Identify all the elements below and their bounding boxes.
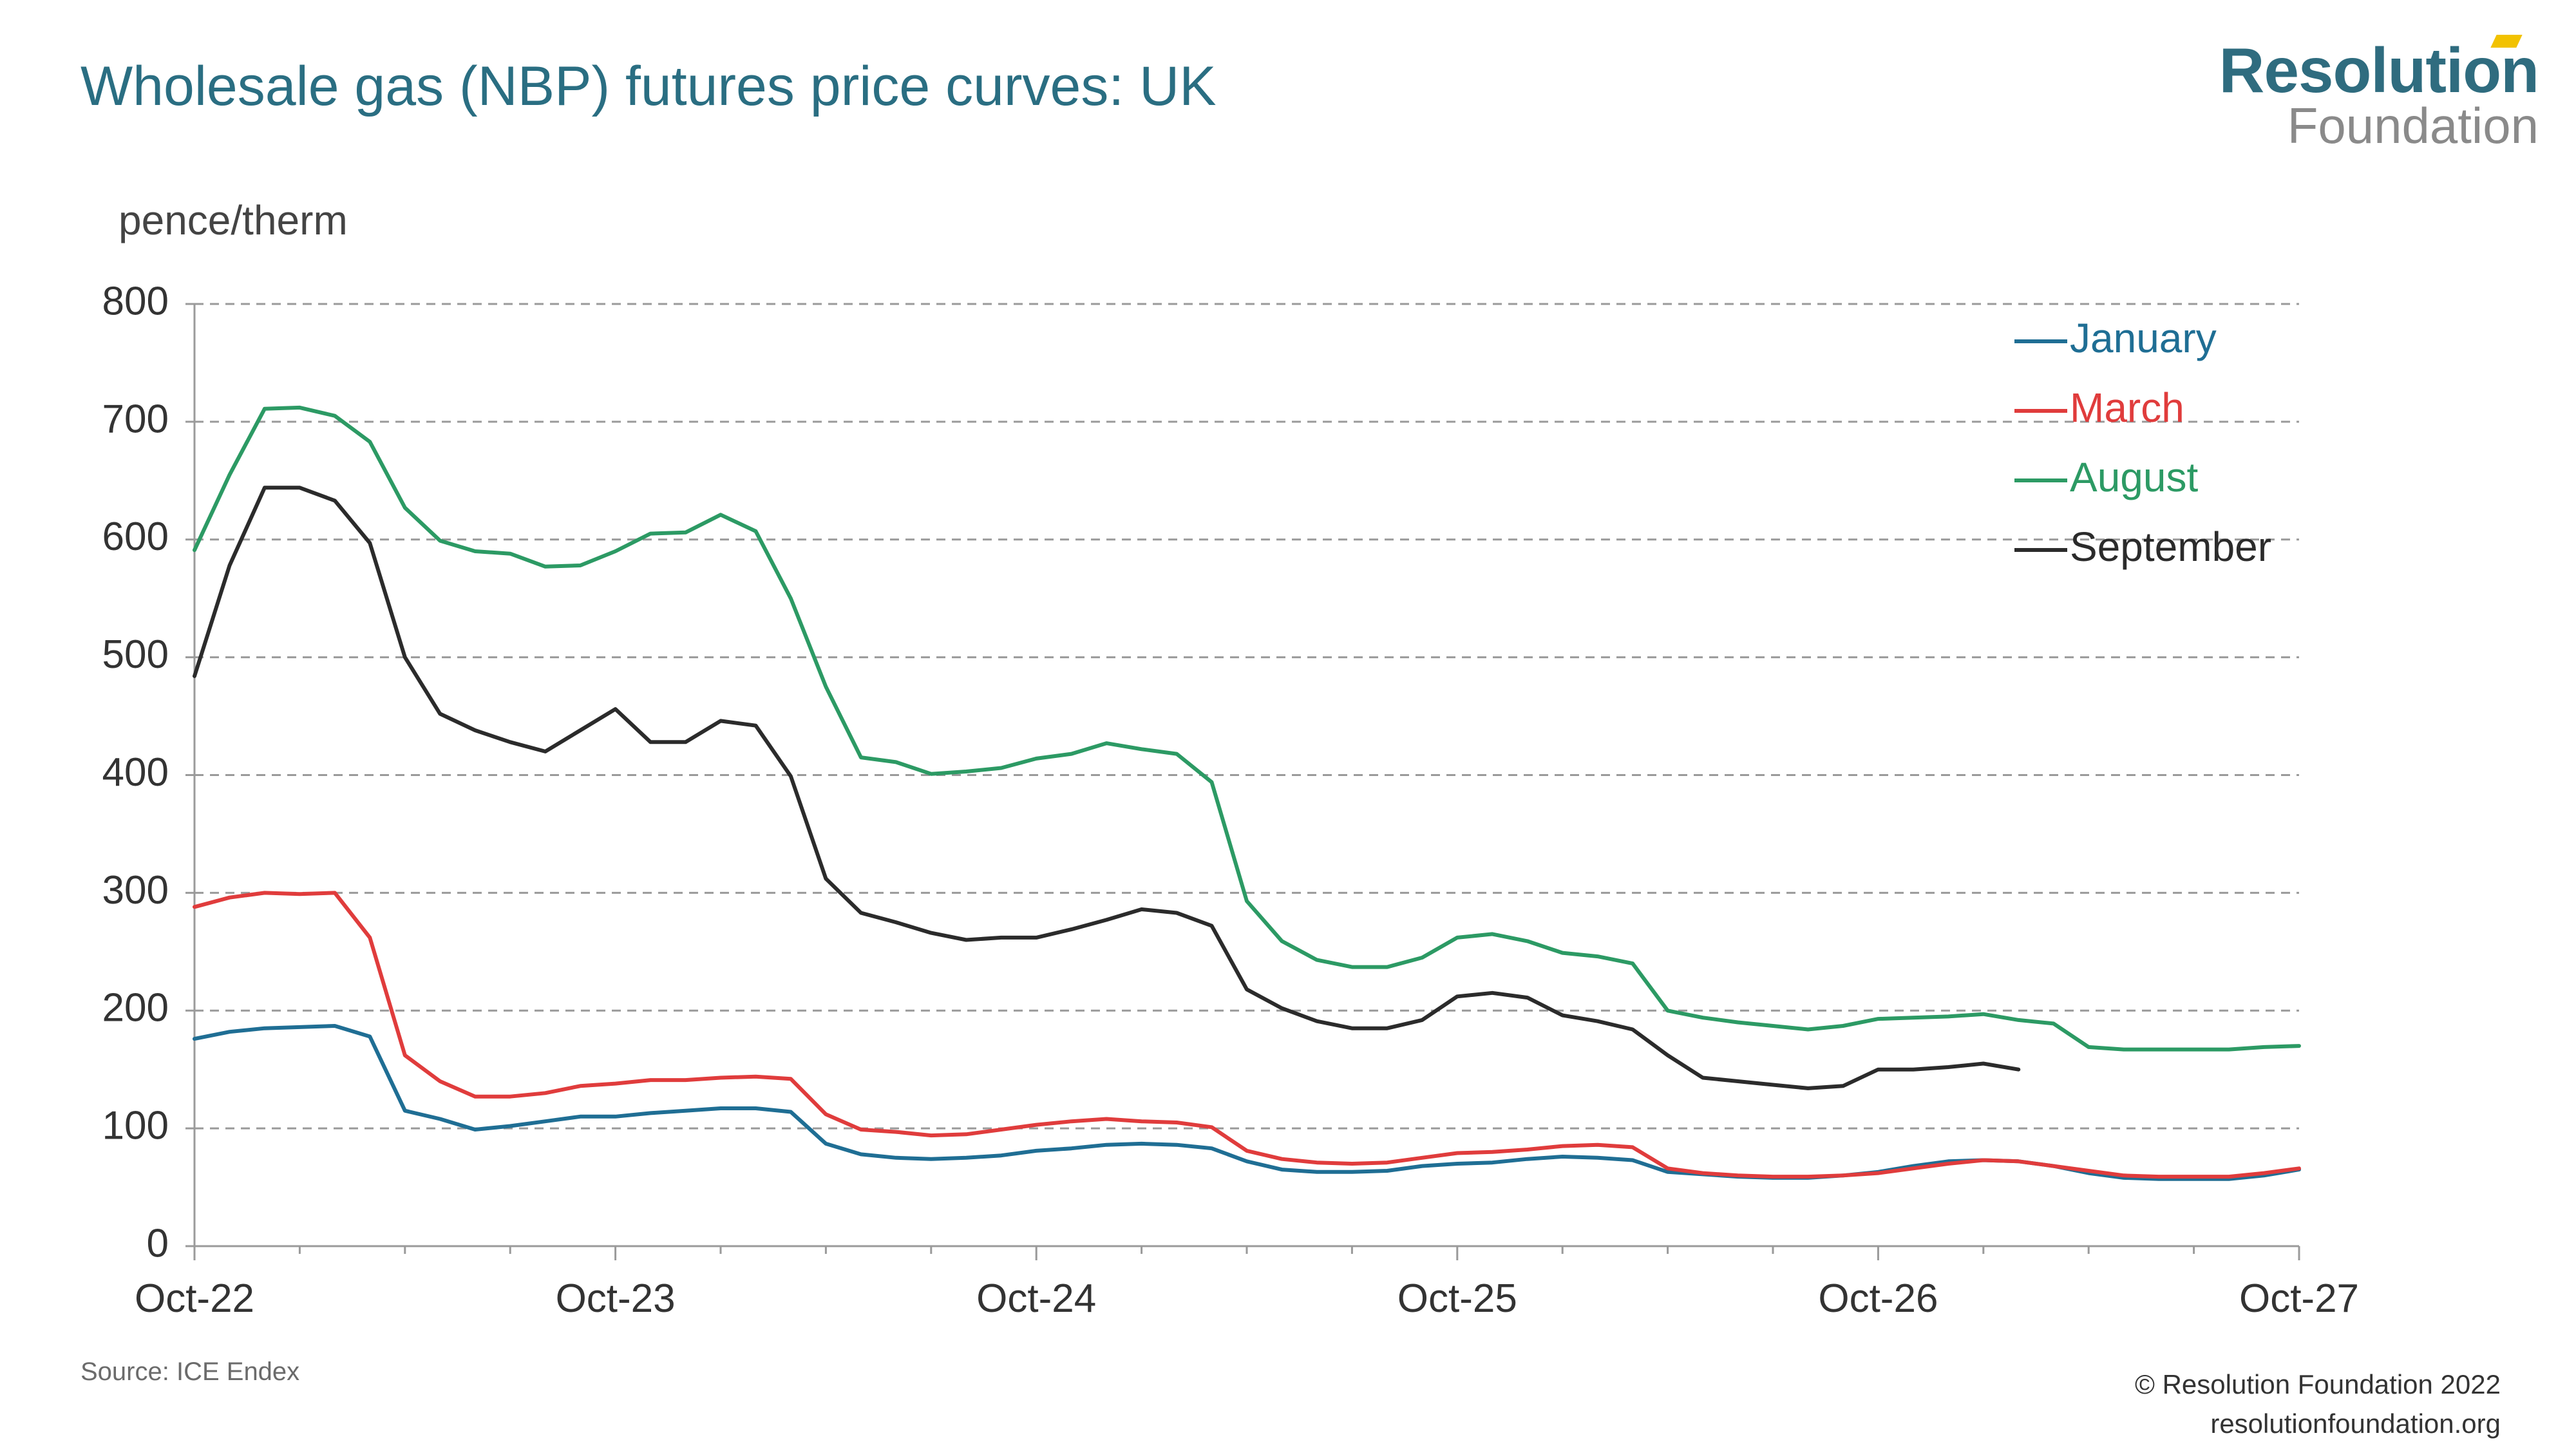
logo-line-2: Foundation	[2287, 97, 2539, 154]
series-line-august	[193, 405, 2301, 1052]
resolution-foundation-logo: Resolution Foundation	[2219, 35, 2539, 154]
axes	[185, 303, 2300, 1260]
website-text: resolutionfoundation.org	[2210, 1408, 2501, 1439]
source-note: Source: ICE Endex	[80, 1358, 300, 1386]
y-tick-label: 200	[102, 986, 169, 1030]
series-line-september	[193, 486, 2021, 1090]
y-tick-labels: 0 100 200 300 400 500 600 700 800	[102, 279, 169, 1265]
y-tick-label: 700	[102, 397, 169, 441]
series-lines	[193, 405, 2301, 1181]
series-line-march	[193, 891, 2301, 1179]
series-line-january	[193, 1024, 2301, 1181]
y-tick-label: 300	[102, 868, 169, 913]
x-tick-label: Oct-22	[135, 1276, 254, 1321]
chart-title: Wholesale gas (NBP) futures price curves…	[80, 55, 1217, 117]
legend: January March August September	[2014, 315, 2271, 570]
y-tick-label: 500	[102, 632, 169, 677]
gridlines	[194, 303, 2299, 1130]
legend-label-september: September	[2070, 524, 2271, 570]
x-tick-label: Oct-27	[2239, 1276, 2359, 1321]
copyright-block: © Resolution Foundation 2022 resolutionf…	[2135, 1365, 2501, 1444]
y-tick-label: 0	[147, 1221, 169, 1265]
logo-line-1: Resolution	[2219, 35, 2539, 106]
legend-label-january: January	[2070, 315, 2217, 361]
legend-label-march: March	[2070, 384, 2184, 431]
x-tick-label: Oct-25	[1397, 1276, 1517, 1321]
x-tick-labels: Oct-22 Oct-23 Oct-24 Oct-25 Oct-26 Oct-27	[135, 1276, 2359, 1321]
y-tick-label: 800	[102, 279, 169, 323]
x-tick-label: Oct-26	[1818, 1276, 1938, 1321]
y-tick-label: 100	[102, 1104, 169, 1148]
x-tick-label: Oct-23	[556, 1276, 676, 1321]
y-axis-unit-label: pence/therm	[118, 197, 348, 243]
x-tick-label: Oct-24	[976, 1276, 1096, 1321]
y-tick-label: 400	[102, 750, 169, 795]
legend-label-august: August	[2070, 454, 2198, 500]
copyright-text: © Resolution Foundation 2022	[2134, 1369, 2501, 1399]
y-tick-label: 600	[102, 515, 169, 559]
